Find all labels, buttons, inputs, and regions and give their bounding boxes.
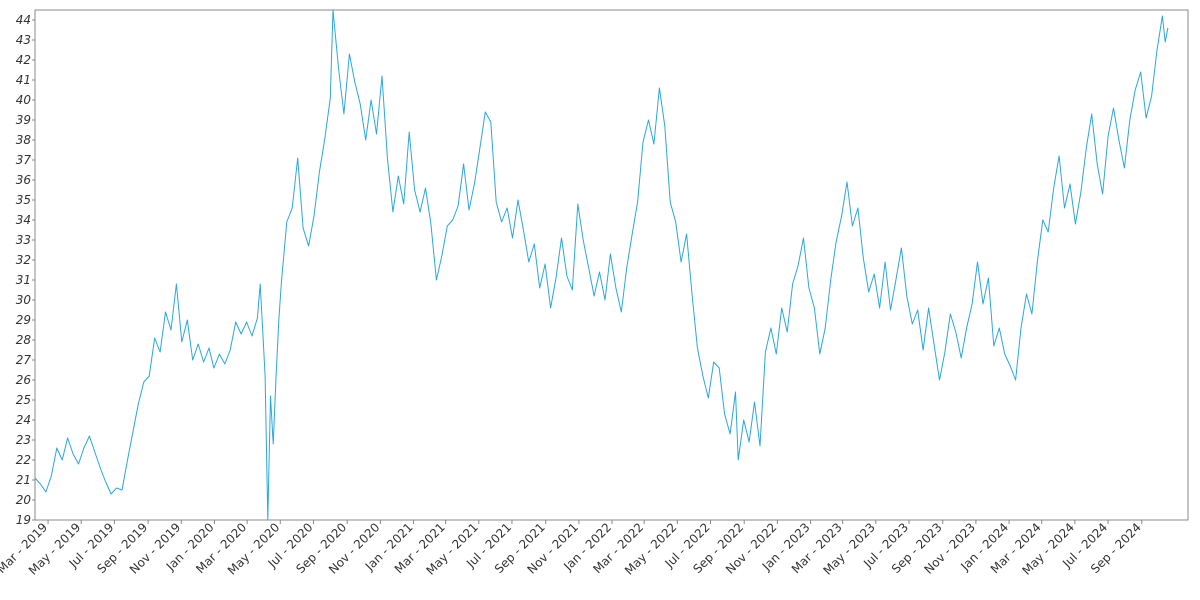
y-tick-label: 44 bbox=[16, 13, 31, 27]
y-tick-label: 41 bbox=[16, 73, 31, 87]
y-tick-label: 20 bbox=[16, 493, 32, 507]
y-tick-label: 23 bbox=[16, 433, 31, 447]
y-tick-label: 22 bbox=[16, 453, 31, 467]
y-tick-label: 19 bbox=[16, 513, 31, 527]
y-tick-label: 43 bbox=[16, 33, 31, 47]
y-tick-label: 33 bbox=[16, 233, 31, 247]
y-tick-label: 42 bbox=[16, 53, 31, 67]
plot-area-frame bbox=[34, 9, 1189, 521]
y-tick-label: 26 bbox=[16, 373, 32, 387]
y-tick-label: 30 bbox=[16, 293, 32, 307]
y-tick-label: 29 bbox=[16, 313, 31, 327]
y-tick-label: 24 bbox=[16, 413, 31, 427]
y-tick-label: 34 bbox=[16, 213, 31, 227]
y-tick-label: 21 bbox=[16, 473, 31, 487]
y-tick-label: 28 bbox=[16, 333, 32, 347]
y-tick-label: 39 bbox=[16, 113, 31, 127]
y-tick-label: 37 bbox=[16, 153, 32, 167]
series-line-0 bbox=[34, 9, 1169, 521]
series-layer bbox=[34, 9, 1169, 521]
y-tick-label: 38 bbox=[16, 133, 32, 147]
y-tick-label: 25 bbox=[16, 393, 31, 407]
y-tick-label: 40 bbox=[16, 93, 32, 107]
y-tick-label: 31 bbox=[16, 273, 31, 287]
y-tick-label: 27 bbox=[16, 353, 32, 367]
y-tick-label: 32 bbox=[16, 253, 31, 267]
y-axis: 19 20 21 22 23 24 25 26 27 28 29 30 31 32 33 34 35 36 37 38… bbox=[16, 13, 35, 527]
y-tick-label: 36 bbox=[16, 173, 32, 187]
y-tick-label: 35 bbox=[16, 193, 31, 207]
